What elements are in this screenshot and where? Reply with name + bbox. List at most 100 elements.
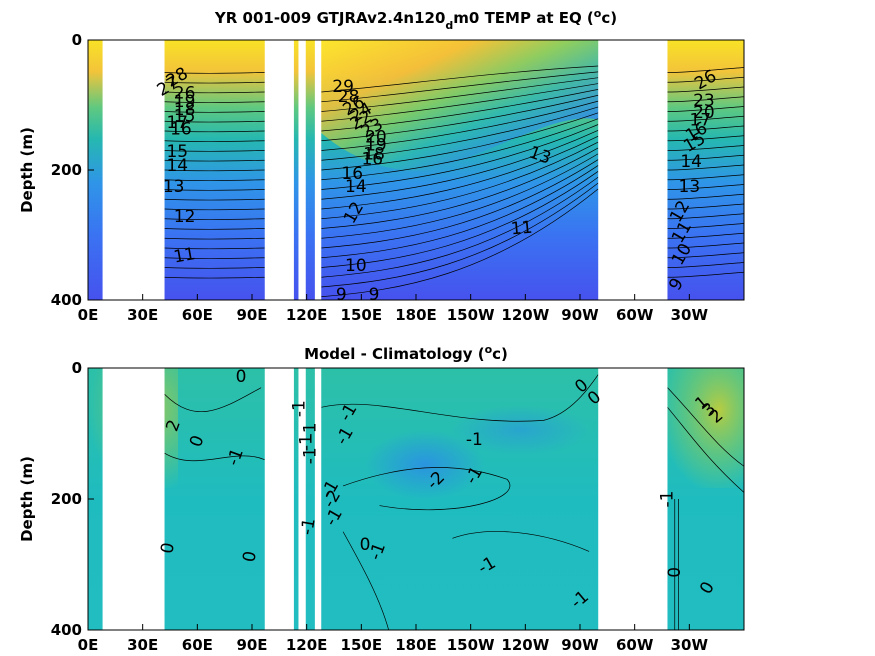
top-contour-label: 15 (166, 142, 188, 162)
top-contour-label: 14 (345, 177, 367, 197)
top-land-mask (314, 40, 322, 300)
bottom-contour-label: -1 (297, 516, 320, 536)
top-x-tick-label: 30E (127, 306, 158, 324)
top-contour-line (164, 159, 744, 249)
bottom-y-tick-label: 0 (72, 359, 82, 377)
top-contour-label: 14 (166, 156, 188, 176)
bottom-x-tick-label: 60W (616, 636, 654, 654)
top-contour-line (164, 112, 744, 171)
top-x-ticks: 0E 30E 60E 90E 120E 150E 180E 150W 120W 90W 60W 30W (78, 294, 709, 324)
bottom-contour-line (342, 531, 390, 630)
top-contour-label: 20 (365, 128, 387, 148)
top-contour-line (164, 65, 744, 93)
top-contour-label: 17 (166, 113, 188, 133)
top-contour-line (164, 100, 744, 151)
bottom-heatmap (88, 368, 744, 630)
bottom-land-mask (264, 368, 294, 630)
top-contour-label: 11 (510, 218, 533, 240)
top-contour-label: 13 (679, 177, 701, 197)
top-land-mask (598, 40, 668, 300)
top-y-tick-label: 0 (72, 31, 82, 49)
bottom-contour-label: -1 (657, 491, 677, 508)
bottom-x-tick-label: 180E (395, 636, 437, 654)
top-land-mask (264, 40, 294, 300)
bottom-contour-label: -1 (300, 422, 320, 439)
bottom-x-tick-label: 60E (182, 636, 213, 654)
top-contour-label: 12 (174, 207, 196, 227)
bottom-land-mask (102, 368, 165, 630)
top-y-axis-label: Depth (m) (18, 127, 36, 213)
bottom-contour-line (452, 531, 590, 552)
top-contour-label: 16 (170, 120, 192, 140)
bottom-contour-label: -1 (289, 400, 309, 417)
bottom-contour-line (667, 387, 744, 467)
bottom-contour-label: 0 (360, 535, 371, 555)
top-contour-label: 18 (174, 100, 196, 120)
bottom-contour-label: 0 (665, 567, 685, 578)
top-x-tick-label: 120W (501, 306, 549, 324)
top-x-tick-label: 30W (671, 306, 709, 324)
top-land-masks (102, 40, 668, 300)
top-contour-line (164, 89, 744, 132)
top-x-tick-label: 90W (561, 306, 599, 324)
top-y-tick-label: 400 (51, 291, 82, 309)
top-contour-label: 9 (336, 285, 347, 305)
top-x-tick-label: 60E (182, 306, 213, 324)
top-x-tick-label: 150W (447, 306, 495, 324)
top-x-tick-label: 0E (78, 306, 99, 324)
top-land-mask (298, 40, 306, 300)
top-y-ticks: 0 200 400 (51, 31, 94, 309)
top-contour-line (164, 77, 744, 112)
bottom-panel-title: Model - Climatology (oc) (304, 343, 508, 363)
top-panel-title: YR 001-009 GTJRAv2.4n120dm0 TEMP at EQ (… (214, 7, 617, 32)
top-contour-line (164, 106, 744, 161)
bottom-contour-line (667, 407, 744, 493)
bottom-x-tick-label: 150E (341, 636, 383, 654)
bottom-y-ticks: 0 200 400 (51, 359, 94, 639)
top-contour-labels: 2827261918151716151413121129282624222320… (154, 64, 720, 305)
bottom-y-tick-label: 400 (51, 621, 82, 639)
bottom-contour-line (321, 374, 599, 422)
bottom-x-tick-label: 30E (127, 636, 158, 654)
bottom-x-ticks: 0E 30E 60E 90E 120E 150E 180E 150W 120W 90W 60W 30W (78, 624, 709, 654)
bottom-land-mask (298, 368, 306, 630)
top-contour-line (164, 130, 744, 200)
top-x-tick-label: 150E (341, 306, 383, 324)
top-contour-label: 16 (361, 150, 383, 170)
bottom-x-tick-label: 150W (447, 636, 495, 654)
top-contour-label: 29 (332, 77, 354, 97)
top-contour-label: 16 (341, 164, 363, 184)
top-contour-label: 28 (338, 87, 360, 107)
top-contour-label: 9 (369, 285, 380, 305)
top-contour-line (164, 176, 744, 278)
top-x-tick-label: 60W (616, 306, 654, 324)
bottom-contour-label: -1 (223, 446, 248, 469)
bottom-contour-label: 0 (236, 367, 247, 387)
bottom-land-masks (102, 368, 668, 630)
bottom-x-tick-label: 0E (78, 636, 99, 654)
top-contour-line (164, 153, 744, 239)
top-contour-line (164, 94, 744, 142)
top-contour-line (164, 135, 744, 210)
top-heatmap (88, 40, 744, 300)
top-contour-label: 23 (693, 91, 715, 111)
bottom-contour-labels: 020-100-1-1-1-1-1-1-2-1-1-10-1-1-2 -1-1-1… (157, 367, 727, 613)
bottom-contour-label: 0 (239, 550, 261, 564)
top-land-mask (102, 40, 165, 300)
bottom-contour-label: -1 (365, 540, 390, 563)
bottom-x-tick-label: 120W (501, 636, 549, 654)
top-contour-label: 13 (163, 177, 185, 197)
top-contour-label: 20 (693, 103, 715, 123)
top-contour-line (164, 188, 744, 298)
top-contour-label: 14 (680, 152, 702, 172)
bottom-land-mask (314, 368, 322, 630)
top-contour-line (164, 141, 744, 220)
top-contour-line (164, 147, 744, 229)
top-contour-label: 18 (363, 144, 385, 164)
top-contour-line (164, 83, 744, 122)
top-contour-line (164, 124, 744, 190)
bottom-contour-line (164, 452, 265, 462)
bottom-x-tick-label: 30W (671, 636, 709, 654)
top-contour-line (164, 171, 744, 268)
